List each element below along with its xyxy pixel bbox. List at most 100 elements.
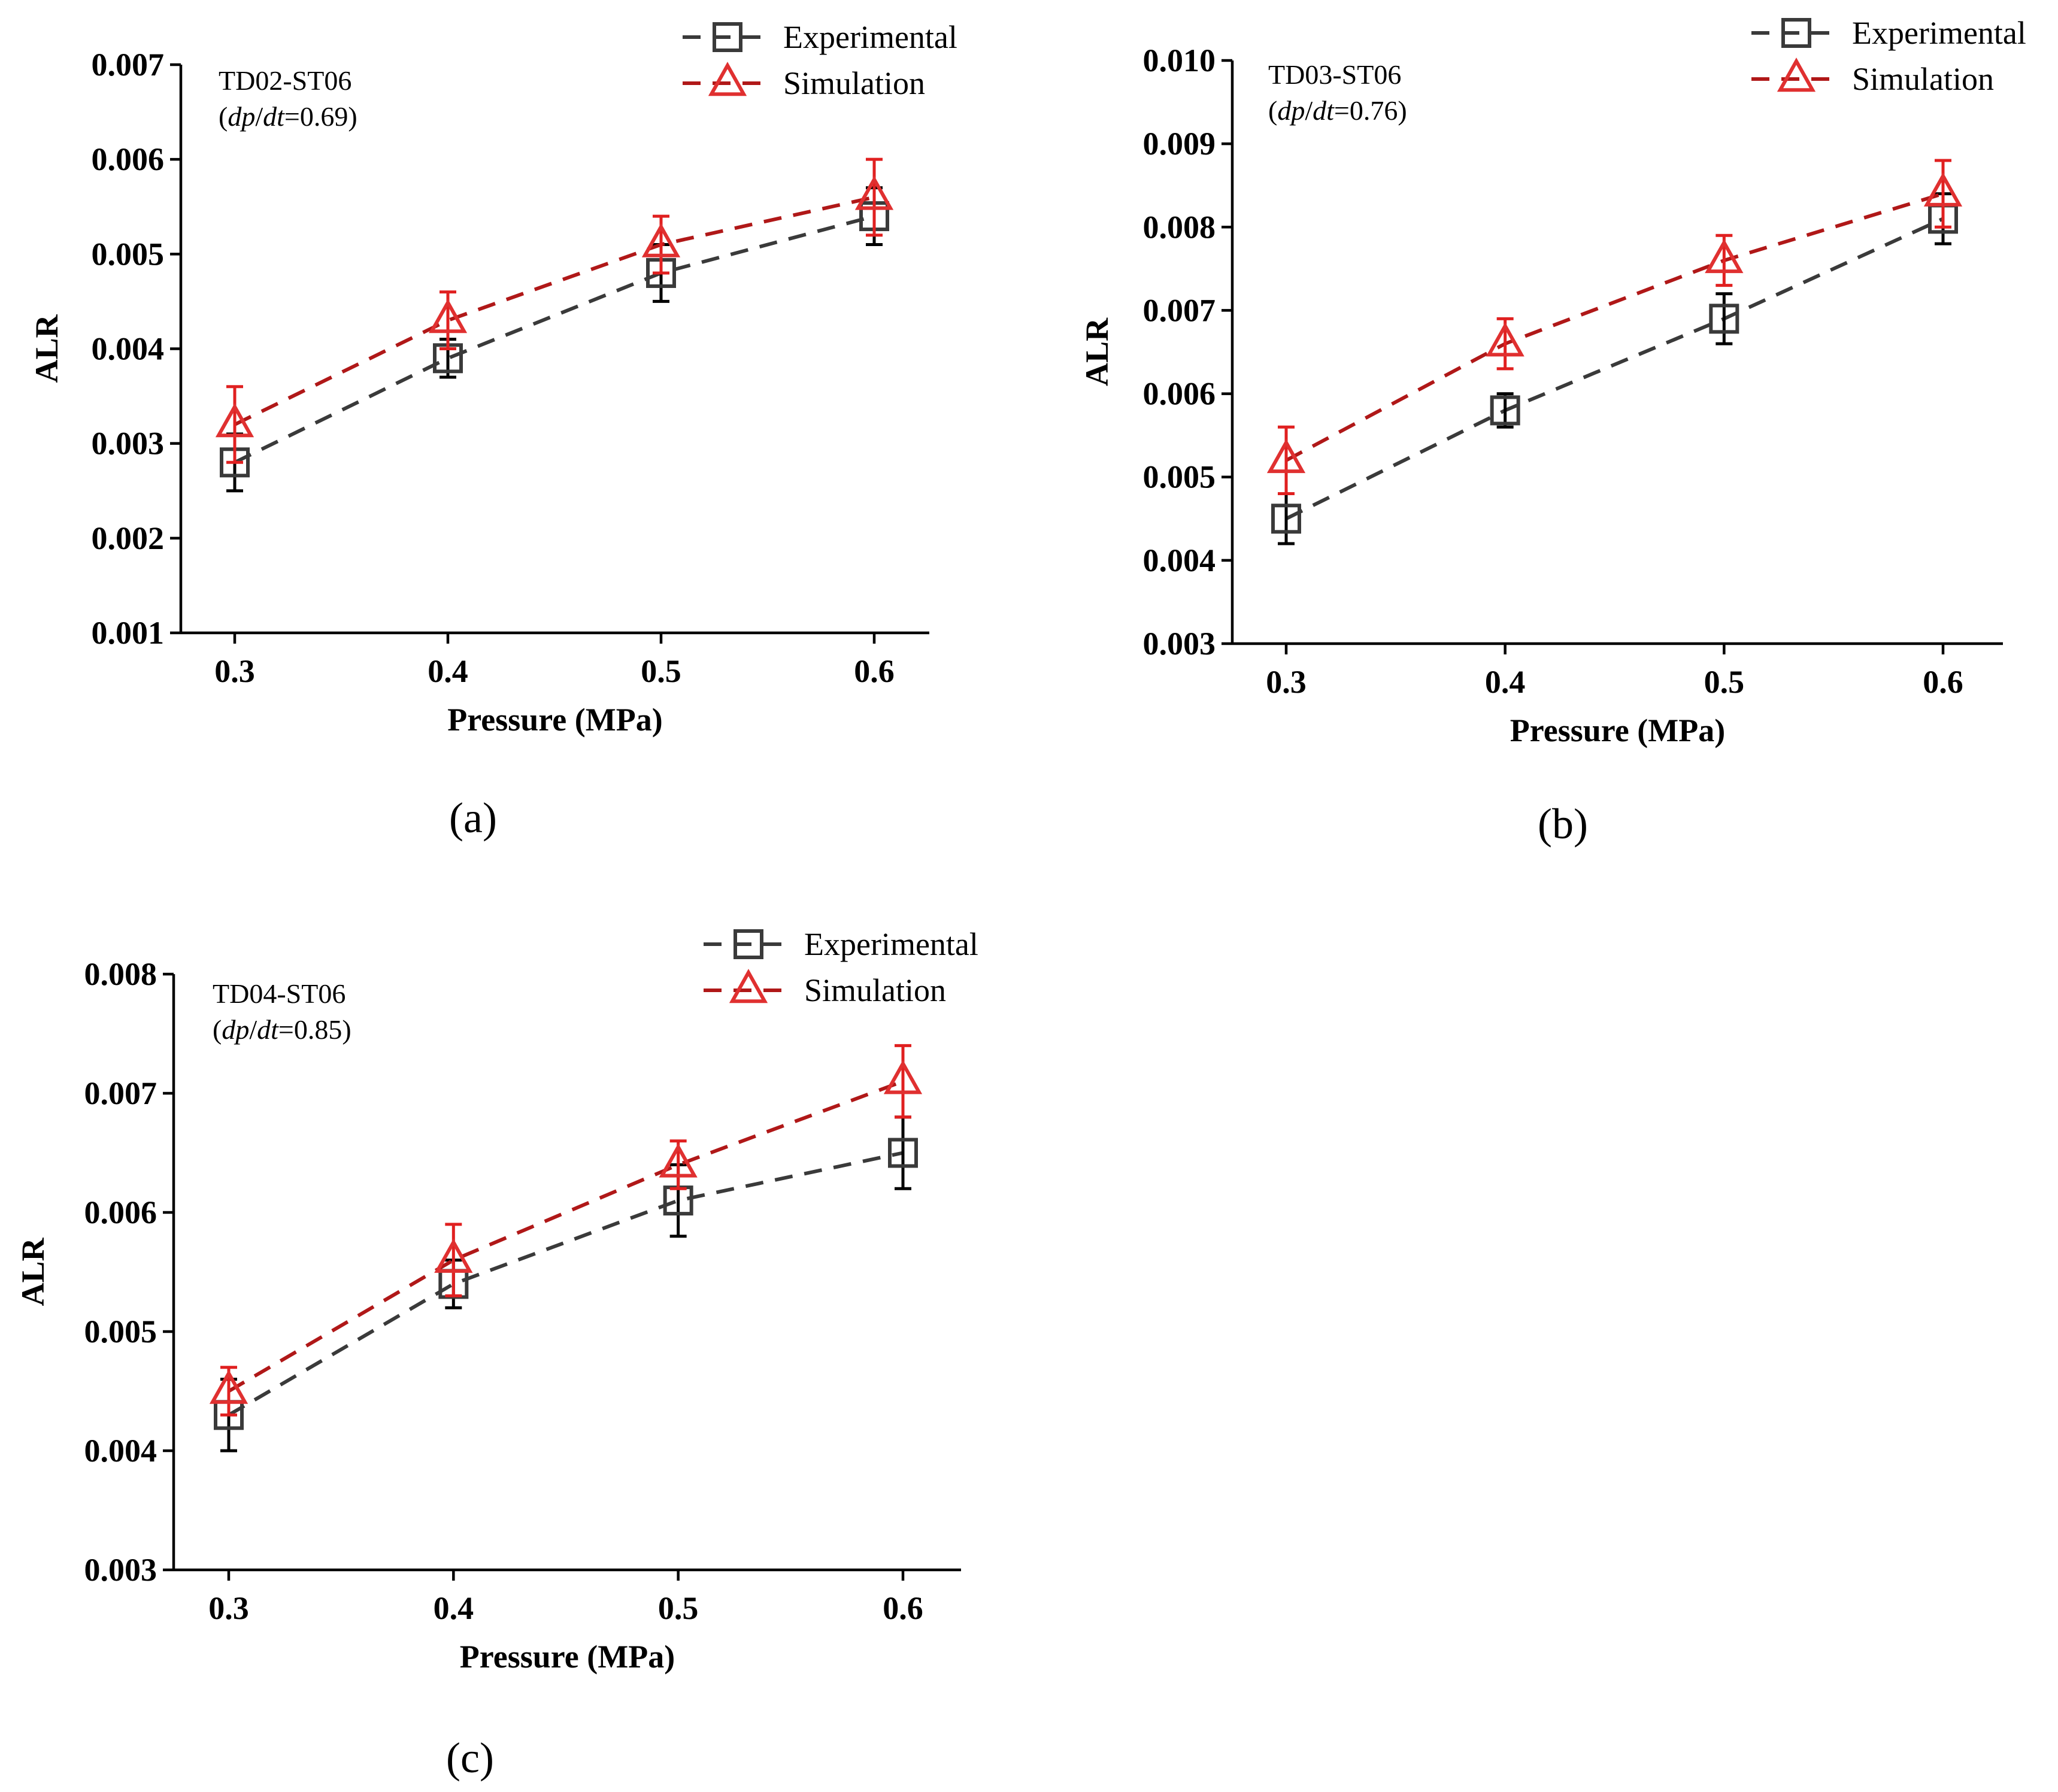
legend-label: Experimental <box>804 926 978 962</box>
y-tick-label: 0.010 <box>1143 43 1216 78</box>
y-tick-label: 0.003 <box>1143 626 1216 662</box>
data-point <box>1490 395 1520 426</box>
error-bar <box>226 385 243 464</box>
x-axis-title: Pressure (MPa) <box>1510 712 1725 748</box>
legend-item: Simulation <box>1751 57 1994 97</box>
legend-marker <box>1777 57 1816 92</box>
y-tick-label: 0.006 <box>1143 376 1216 412</box>
annotation-rate-part: / <box>1305 95 1313 126</box>
annotation-rate: (dp/dt=0.85) <box>213 1014 351 1045</box>
series-experimental <box>1271 192 1958 545</box>
error-bar <box>1496 392 1514 429</box>
legend-item: Simulation <box>683 62 925 101</box>
series-experimental <box>214 1115 918 1453</box>
annotation-rate-part: / <box>249 1014 257 1045</box>
y-axis-title: ALR <box>29 314 65 383</box>
y-tick-label: 0.004 <box>1143 542 1216 578</box>
series-line <box>234 214 875 464</box>
error-bar <box>1715 292 1733 345</box>
annotation-rate-part: ( <box>219 101 228 132</box>
data-point <box>428 299 468 333</box>
annotation-rate-part: dp <box>1277 95 1305 126</box>
legend-marker <box>734 929 763 959</box>
y-tick-label: 0.007 <box>1143 292 1216 328</box>
legend-item: Simulation <box>704 969 946 1008</box>
y-tick-label: 0.004 <box>84 1433 157 1469</box>
annotation-name: TD02-ST06 <box>219 65 351 96</box>
x-tick-label: 0.3 <box>214 653 255 689</box>
legend-marker <box>713 22 742 52</box>
panel-label: (a) <box>449 794 497 842</box>
annotation-rate: (dp/dt=0.69) <box>219 101 357 132</box>
y-tick-label: 0.008 <box>1143 209 1216 245</box>
y-tick-label: 0.003 <box>92 426 165 462</box>
y-tick-label: 0.007 <box>92 47 165 83</box>
y-tick-label: 0.009 <box>1143 126 1216 162</box>
chart-panel-2: 0.003 0.004 0.005 0.006 0.007 0.008 0.009 0.010… <box>1079 15 2026 848</box>
legend-item: Experimental <box>683 19 957 55</box>
legend-label: Experimental <box>783 19 957 55</box>
data-point <box>854 175 894 210</box>
data-point <box>1486 322 1524 357</box>
y-tick-label: 0.001 <box>92 615 165 651</box>
series-line <box>234 195 875 426</box>
y-axis-title: ALR <box>1079 317 1115 386</box>
x-axis-title: Pressure (MPa) <box>447 702 662 738</box>
annotation-rate-part: / <box>255 101 263 132</box>
data-point <box>434 1238 473 1273</box>
y-tick-label: 0.007 <box>84 1075 157 1111</box>
chart-panel-1: 0.001 0.002 0.003 0.004 0.005 0.006 0.007 0.3 0.… <box>29 19 957 842</box>
annotation-name: TD04-ST06 <box>213 978 345 1009</box>
x-tick-label: 0.6 <box>883 1590 923 1626</box>
legend-label: Simulation <box>1852 61 1994 97</box>
x-tick-label: 0.4 <box>434 1590 474 1626</box>
y-tick-label: 0.005 <box>1143 459 1216 495</box>
error-bar <box>445 1223 462 1297</box>
annotation-rate-part: =0.85) <box>278 1014 351 1045</box>
series-simulation <box>209 1044 923 1417</box>
annotation-rate-part: ( <box>213 1014 222 1045</box>
legend-marker <box>1781 18 1811 48</box>
x-tick-label: 0.4 <box>428 653 468 689</box>
data-point <box>1271 504 1301 534</box>
annotation-rate-part: dt <box>257 1014 279 1045</box>
y-axis-title: ALR <box>15 1237 51 1306</box>
annotation-rate: (dp/dt=0.76) <box>1268 95 1407 126</box>
y-tick-label: 0.006 <box>84 1194 157 1230</box>
annotation-rate-part: ( <box>1268 95 1277 126</box>
annotation-rate-part: dt <box>263 101 285 132</box>
y-tick-label: 0.003 <box>84 1552 157 1588</box>
series-line <box>228 1080 904 1393</box>
legend-marker <box>708 62 747 96</box>
annotation-rate-part: =0.76) <box>1334 95 1407 126</box>
chart-panel-3: 0.003 0.004 0.005 0.006 0.007 0.008 0.3 0.4 0.5 0… <box>15 926 978 1782</box>
x-tick-label: 0.5 <box>1704 664 1745 700</box>
legend-marker <box>729 969 768 1003</box>
y-tick-label: 0.005 <box>92 236 165 272</box>
legend-item: Experimental <box>704 926 978 962</box>
x-tick-label: 0.5 <box>641 653 681 689</box>
data-point <box>1705 239 1744 274</box>
data-point <box>659 1143 698 1178</box>
data-point <box>883 1060 923 1094</box>
x-tick-label: 0.6 <box>854 653 895 689</box>
data-point <box>641 223 681 257</box>
legend-item: Experimental <box>1751 15 2026 51</box>
x-tick-label: 0.5 <box>658 1590 699 1626</box>
y-tick-label: 0.006 <box>92 141 165 177</box>
error-bar <box>866 157 883 237</box>
y-tick-label: 0.002 <box>92 520 165 556</box>
annotation-name: TD03-ST06 <box>1268 59 1401 90</box>
legend-label: Experimental <box>1852 15 2026 51</box>
series-line <box>1285 192 1944 462</box>
error-bar <box>1935 159 1951 229</box>
error-bar <box>1278 492 1295 545</box>
annotation-rate-part: =0.69) <box>284 101 357 132</box>
annotation-rate-part: dp <box>222 1014 249 1045</box>
x-axis-title: Pressure (MPa) <box>460 1639 675 1675</box>
panel-label: (b) <box>1538 800 1588 848</box>
data-point <box>1923 172 1963 207</box>
y-tick-label: 0.008 <box>84 956 157 992</box>
data-point <box>215 403 254 438</box>
